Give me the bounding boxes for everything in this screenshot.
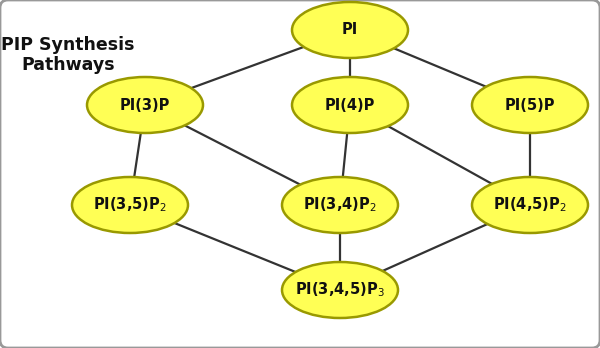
Ellipse shape xyxy=(292,77,408,133)
Text: PI(4,5)P$_2$: PI(4,5)P$_2$ xyxy=(493,196,567,214)
Text: PI(3,4)P$_2$: PI(3,4)P$_2$ xyxy=(303,196,377,214)
Ellipse shape xyxy=(472,77,588,133)
Ellipse shape xyxy=(282,262,398,318)
Ellipse shape xyxy=(292,2,408,58)
Ellipse shape xyxy=(72,177,188,233)
Text: PI(3)P: PI(3)P xyxy=(120,97,170,112)
Text: PI(3,5)P$_2$: PI(3,5)P$_2$ xyxy=(93,196,167,214)
Ellipse shape xyxy=(472,177,588,233)
Text: PIP Synthesis
Pathways: PIP Synthesis Pathways xyxy=(1,35,135,74)
Text: PI(4)P: PI(4)P xyxy=(325,97,375,112)
Ellipse shape xyxy=(282,177,398,233)
Ellipse shape xyxy=(87,77,203,133)
Text: PI(5)P: PI(5)P xyxy=(505,97,555,112)
Text: PI: PI xyxy=(342,23,358,38)
Text: PI(3,4,5)P$_3$: PI(3,4,5)P$_3$ xyxy=(295,280,385,299)
